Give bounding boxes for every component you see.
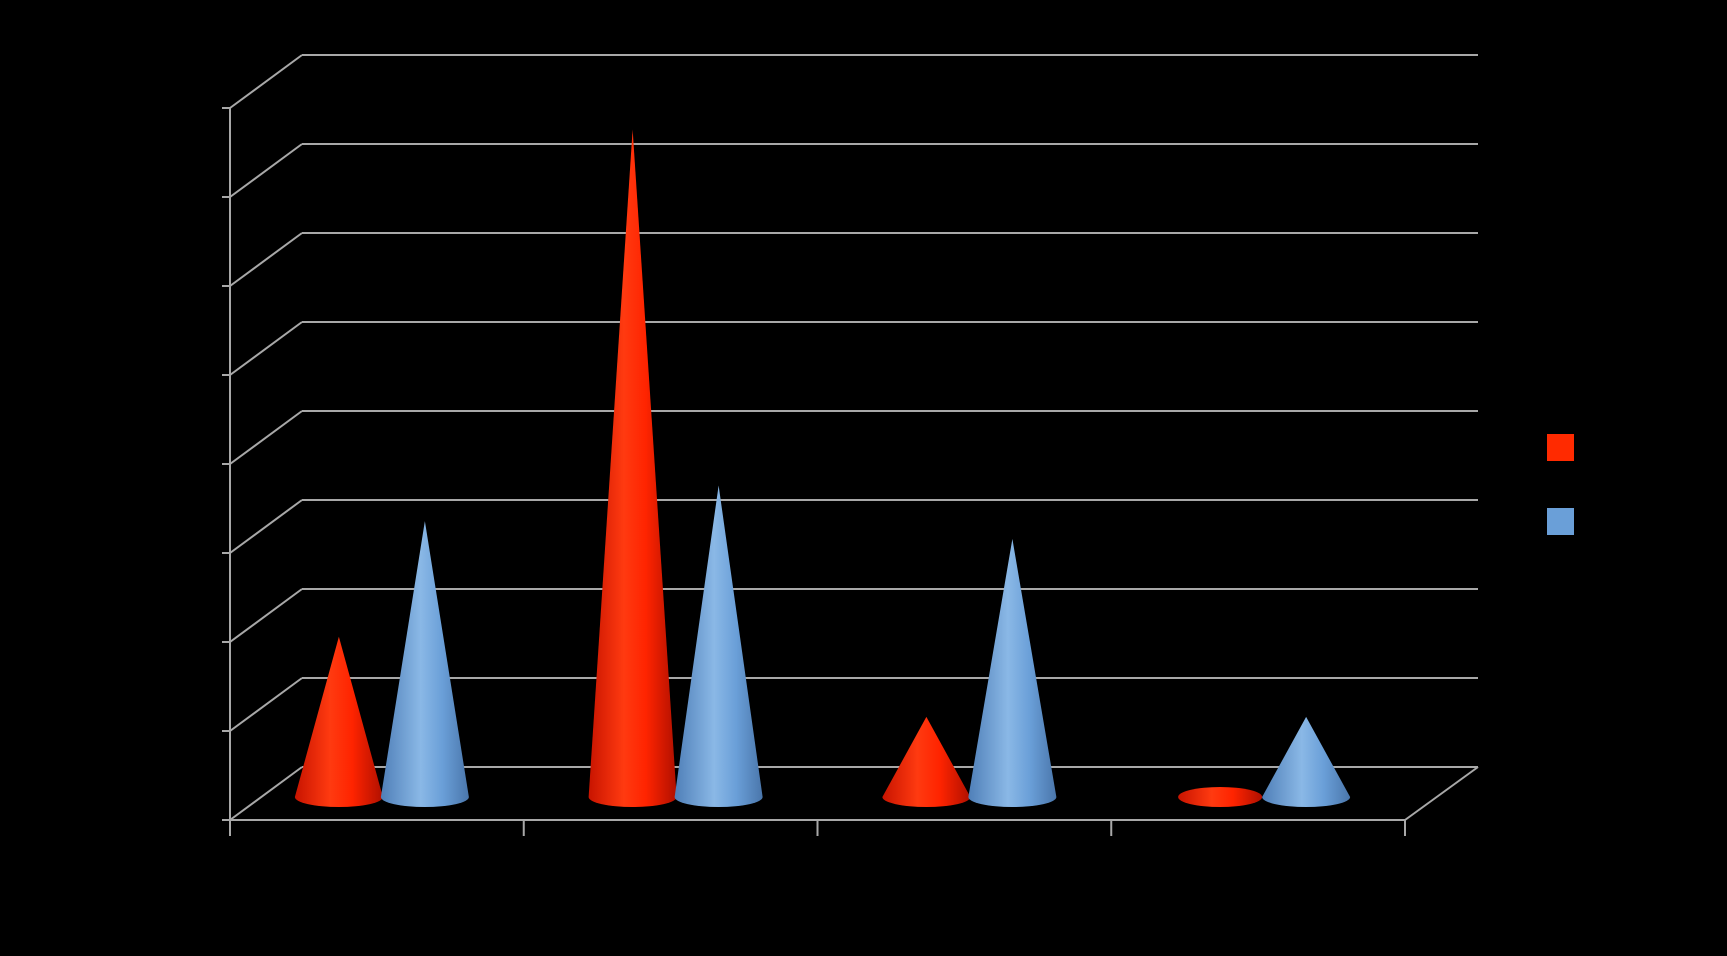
side-gridline [229,54,303,109]
axes [222,54,1479,836]
cone-s1-c3 [1262,716,1351,808]
legend [1547,434,1574,535]
cone-s0-c0 [294,636,383,808]
side-gridline [229,143,303,198]
cone-body [294,636,383,808]
cone-s0-c1 [588,129,677,808]
series-cones [294,129,1351,808]
cone-s0-c3 [1178,787,1263,807]
side-gridline [229,499,303,554]
floor-right-edge [1404,766,1479,821]
cone-body [380,521,469,808]
cone-s1-c2 [968,538,1057,808]
side-gridline [229,677,303,732]
cone-body [882,716,971,808]
side-gridline [229,588,303,643]
legend-swatch-s1 [1547,508,1574,535]
cone-body [1262,716,1351,808]
legend-swatch-s0 [1547,434,1574,461]
side-gridline [229,232,303,287]
cone-base-flat [1178,787,1263,807]
cone-body [968,538,1057,808]
side-gridline [229,766,303,821]
cone-s1-c1 [674,485,763,807]
side-gridline [229,321,303,376]
side-gridline [229,410,303,465]
cone-s1-c0 [380,521,469,808]
cone-body [674,485,763,807]
cone-body [588,129,677,808]
cone-s0-c2 [882,716,971,808]
